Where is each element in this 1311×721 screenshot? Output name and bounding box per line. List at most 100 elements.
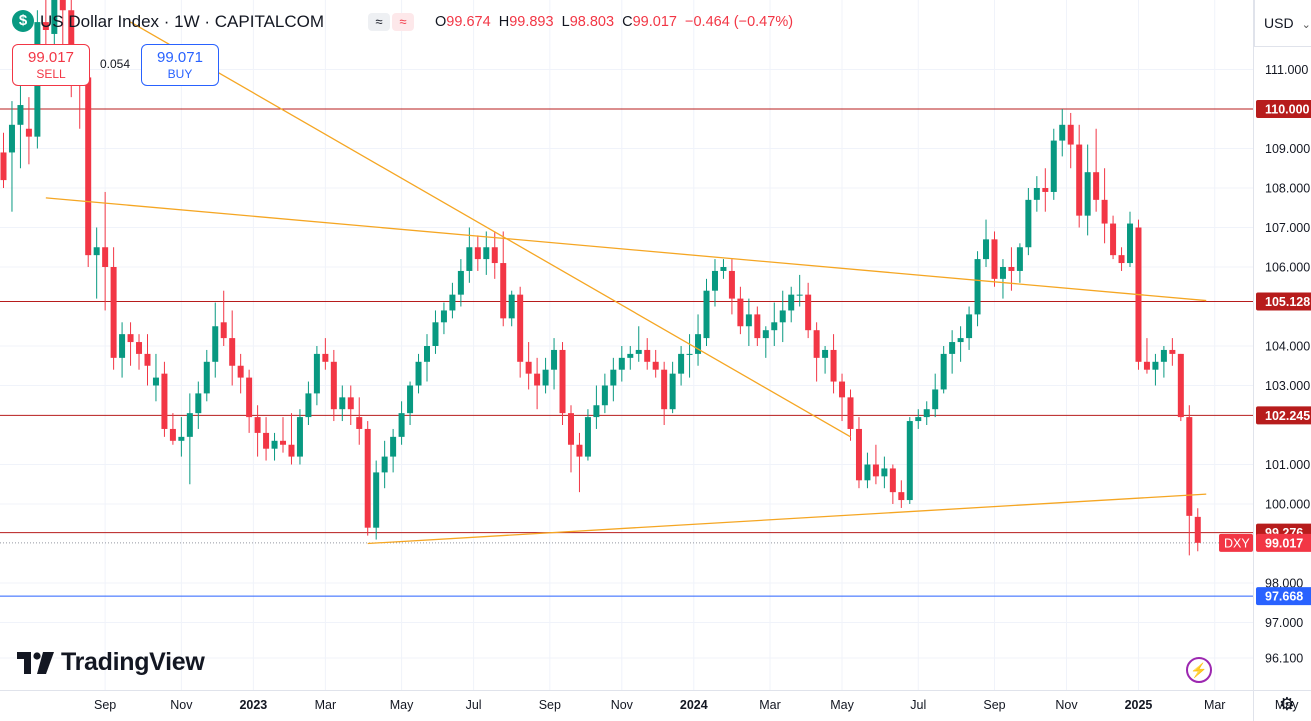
candle-body[interactable] [940, 353, 947, 390]
candle-body[interactable] [457, 270, 464, 295]
candle-body[interactable] [771, 322, 778, 331]
candle-body[interactable] [788, 294, 795, 311]
candle-body[interactable] [136, 342, 143, 354]
candle-body[interactable] [42, 22, 49, 30]
candle-body[interactable] [119, 334, 126, 358]
candle-body[interactable] [957, 338, 964, 343]
candle-body[interactable] [864, 464, 871, 481]
pattern-icon[interactable]: ≈ [392, 13, 414, 31]
candle-body[interactable] [280, 440, 287, 445]
candle-body[interactable] [542, 369, 549, 386]
candle-body[interactable] [288, 444, 295, 457]
candle-body[interactable] [440, 310, 447, 323]
candle-body[interactable] [356, 417, 363, 429]
candle-body[interactable] [762, 330, 769, 339]
candle-body[interactable] [178, 436, 185, 441]
candle-body[interactable] [644, 349, 651, 362]
trendline[interactable] [130, 21, 851, 438]
data-window-icon[interactable]: ≈ [368, 13, 390, 31]
candle-body[interactable] [144, 353, 151, 366]
candle-body[interactable] [17, 105, 24, 125]
candle-body[interactable] [229, 338, 236, 366]
candle-body[interactable] [881, 468, 888, 477]
candle-body[interactable] [203, 361, 210, 394]
candle-body[interactable] [85, 77, 92, 256]
candle-body[interactable] [449, 294, 456, 311]
candle-body[interactable] [855, 428, 862, 481]
candle-body[interactable] [161, 373, 168, 429]
candle-body[interactable] [627, 353, 634, 358]
candle-body[interactable] [525, 361, 532, 374]
candle-body[interactable] [25, 128, 32, 137]
candle-body[interactable] [661, 369, 668, 410]
candle-body[interactable] [1101, 199, 1108, 224]
candle-body[interactable] [974, 259, 981, 315]
candle-body[interactable] [1194, 516, 1201, 543]
candle-body[interactable] [703, 290, 710, 339]
candle-body[interactable] [466, 247, 473, 271]
candle-body[interactable] [1143, 361, 1150, 370]
candle-body[interactable] [805, 294, 812, 331]
candle-body[interactable] [1093, 172, 1100, 200]
candle-body[interactable] [966, 314, 973, 339]
candle-body[interactable] [1160, 349, 1167, 362]
candle-body[interactable] [263, 432, 270, 449]
candle-body[interactable] [906, 421, 913, 501]
candle-body[interactable] [271, 440, 278, 449]
candle-body[interactable] [839, 381, 846, 398]
candle-body[interactable] [195, 393, 202, 414]
candle-body[interactable] [635, 349, 642, 354]
candle-body[interactable] [305, 393, 312, 418]
candle-body[interactable] [500, 263, 507, 319]
candle-body[interactable] [1186, 417, 1193, 516]
currency-selector[interactable]: USD ⌄ [1254, 0, 1311, 47]
candle-body[interactable] [68, 10, 75, 70]
gear-icon[interactable]: ⚙ [1278, 694, 1296, 714]
candle-body[interactable] [567, 413, 574, 445]
candle-body[interactable] [93, 247, 100, 256]
candle-body[interactable] [220, 322, 227, 339]
candle-body[interactable] [313, 353, 320, 394]
candle-body[interactable] [152, 377, 159, 386]
candle-body[interactable] [1169, 349, 1176, 354]
candle-body[interactable] [822, 349, 829, 358]
candle-body[interactable] [364, 428, 371, 528]
candle-body[interactable] [1050, 140, 1057, 192]
candle-body[interactable] [813, 330, 820, 358]
candle-body[interactable] [127, 334, 134, 343]
trendline[interactable] [45, 197, 1207, 302]
candle-body[interactable] [923, 409, 930, 418]
candle-body[interactable] [576, 444, 583, 457]
candle-body[interactable] [51, 0, 58, 34]
candle-body[interactable] [59, 0, 66, 11]
candle-body[interactable] [830, 349, 837, 382]
candle-body[interactable] [237, 365, 244, 378]
candle-body[interactable] [186, 413, 193, 437]
candle-body[interactable] [551, 349, 558, 370]
candle-body[interactable] [1152, 361, 1159, 370]
candle-body[interactable] [415, 361, 422, 386]
candle-body[interactable] [720, 267, 727, 271]
candle-body[interactable] [1084, 172, 1091, 216]
candle-body[interactable] [169, 428, 176, 441]
candle-body[interactable] [872, 464, 879, 477]
candle-body[interactable] [246, 377, 253, 418]
candle-body[interactable] [407, 385, 414, 414]
candle-body[interactable] [1076, 144, 1083, 216]
candle-body[interactable] [381, 456, 388, 473]
candle-body[interactable] [779, 310, 786, 323]
candle-body[interactable] [212, 326, 219, 362]
candle-body[interactable] [254, 417, 261, 433]
candle-body[interactable] [593, 405, 600, 418]
sell-button[interactable]: 99.017 SELL [12, 44, 90, 86]
candle-body[interactable] [1118, 255, 1125, 264]
candle-body[interactable] [847, 397, 854, 429]
candle-body[interactable] [686, 353, 693, 355]
candle-body[interactable] [711, 270, 718, 291]
candle-body[interactable] [932, 389, 939, 410]
candle-body[interactable] [889, 468, 896, 493]
candle-body[interactable] [915, 417, 922, 422]
candle-body[interactable] [999, 267, 1006, 279]
